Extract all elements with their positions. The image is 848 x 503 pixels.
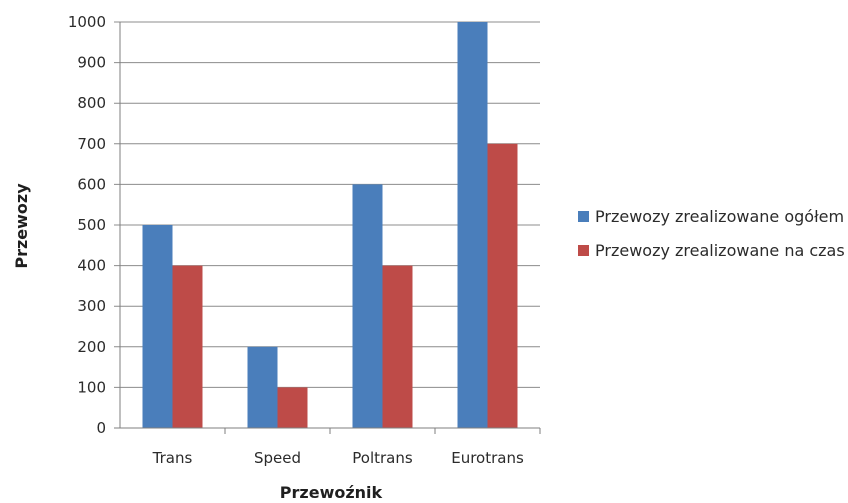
- legend-item-series-2: Przewozy zrealizowane na czas: [578, 240, 846, 262]
- y-tick-500: 500: [77, 216, 106, 234]
- y-tick-700: 700: [77, 135, 106, 153]
- bar-trans-series-2: [172, 265, 203, 428]
- y-tick-900: 900: [77, 54, 106, 72]
- x-tick-trans: Trans: [152, 449, 193, 467]
- bars: [142, 22, 518, 429]
- legend-swatch-series-2: [578, 245, 589, 256]
- x-tick-eurotrans: Eurotrans: [451, 449, 524, 467]
- y-tick-0: 0: [96, 419, 106, 437]
- y-tick-600: 600: [77, 175, 106, 193]
- y-tick-1000: 1000: [68, 13, 106, 31]
- axes: [114, 22, 541, 434]
- x-tick-poltrans: Poltrans: [352, 449, 413, 467]
- y-tick-400: 400: [77, 257, 106, 275]
- x-tick-speed: Speed: [254, 449, 301, 467]
- legend-swatch-series-1: [578, 211, 589, 222]
- legend-label-series-1: Przewozy zrealizowane ogółem: [595, 207, 845, 226]
- bar-speed-series-2: [277, 387, 308, 428]
- bar-eurotrans-series-1: [457, 22, 488, 428]
- legend-label-series-2: Przewozy zrealizowane na czas: [595, 241, 845, 260]
- bar-poltrans-series-2: [382, 265, 413, 428]
- y-axis-title: Przewozy: [12, 183, 31, 269]
- bar-poltrans-series-1: [352, 184, 383, 428]
- y-tick-100: 100: [77, 378, 106, 396]
- legend-item-series-1: Przewozy zrealizowane ogółem: [578, 206, 846, 228]
- y-tick-300: 300: [77, 297, 106, 315]
- bar-trans-series-1: [142, 225, 173, 428]
- y-tick-labels: 0 100 200 300 400 500 600 700 800 900 1000: [68, 13, 106, 437]
- bar-eurotrans-series-2: [487, 143, 518, 429]
- y-tick-200: 200: [77, 338, 106, 356]
- bar-speed-series-1: [247, 346, 278, 428]
- x-axis-title: Przewoźnik: [280, 483, 383, 502]
- legend: Przewozy zrealizowane ogółem Przewozy zr…: [578, 206, 846, 274]
- x-tick-labels: Trans Speed Poltrans Eurotrans: [152, 449, 524, 467]
- y-tick-800: 800: [77, 94, 106, 112]
